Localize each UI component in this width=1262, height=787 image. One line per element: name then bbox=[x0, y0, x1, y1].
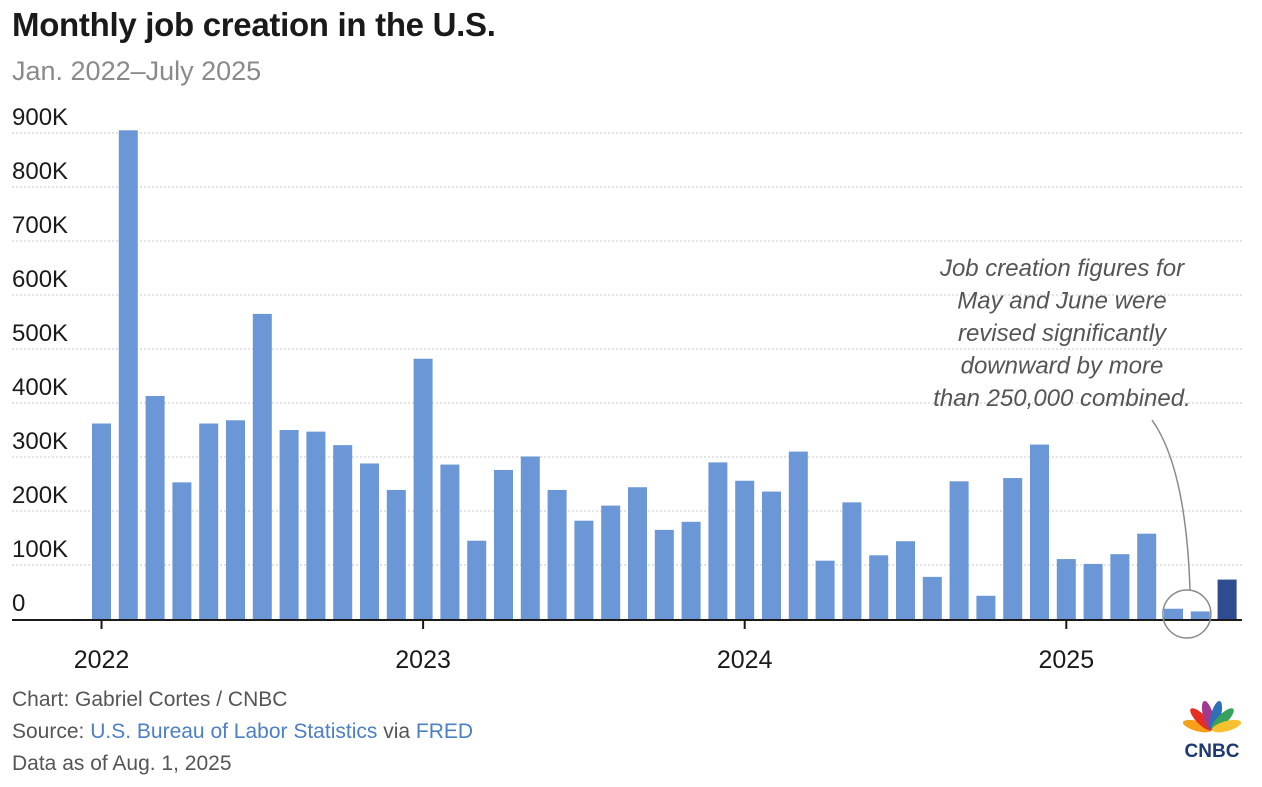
y-tick-label: 700K bbox=[12, 212, 68, 239]
source-via: via bbox=[377, 720, 416, 743]
annotation-leader-line bbox=[1151, 419, 1191, 591]
bar-2022-09 bbox=[306, 431, 326, 619]
data-date: Data as of Aug. 1, 2025 bbox=[12, 752, 232, 775]
y-tick-label: 300K bbox=[12, 428, 68, 455]
y-tick-label: 400K bbox=[12, 374, 68, 401]
bar-2024-12 bbox=[1030, 444, 1049, 619]
source-bls-link[interactable]: U.S. Bureau of Labor Statistics bbox=[90, 720, 378, 743]
cnbc-logo: CNBC bbox=[1182, 700, 1242, 760]
bar-2025-02 bbox=[1083, 563, 1103, 619]
bar-2025-05 bbox=[1164, 608, 1183, 619]
bar-2023-09 bbox=[628, 487, 647, 619]
bar-2022-01 bbox=[92, 423, 111, 619]
peacock-logo-icon bbox=[1182, 700, 1242, 733]
bar-2023-03 bbox=[467, 540, 487, 619]
bar-2025-03 bbox=[1110, 554, 1130, 619]
bar-2023-12 bbox=[708, 462, 728, 619]
bar-2025-07 bbox=[1217, 579, 1237, 619]
bar-2022-06 bbox=[226, 420, 245, 619]
annotation-line: downward by more bbox=[961, 353, 1164, 380]
bar-2022-02 bbox=[118, 130, 138, 620]
annotation-line: revised significantly bbox=[958, 320, 1168, 347]
annotation: Job creation figures for May and June wer… bbox=[933, 255, 1212, 639]
chart-footer: Chart: Gabriel Cortes / CNBC Source: U.S… bbox=[12, 684, 473, 780]
x-tick-label: 2022 bbox=[74, 646, 130, 674]
bar-2022-04 bbox=[172, 482, 192, 619]
annotation-line: Job creation figures for bbox=[939, 255, 1185, 282]
bar-2024-03 bbox=[788, 451, 808, 619]
annotation-circle bbox=[1162, 589, 1212, 639]
bar-2024-10 bbox=[976, 595, 996, 619]
bar-2024-01 bbox=[735, 480, 755, 619]
bar-chart: 0 100K 200K 300K 400K 500K 600K 700K 800K 900K 20… bbox=[12, 104, 1242, 674]
bar-2024-09 bbox=[949, 481, 969, 619]
bar-2023-07 bbox=[574, 520, 594, 619]
bar-2024-05 bbox=[842, 502, 862, 619]
bar-2023-02 bbox=[440, 464, 460, 619]
y-tick-label: 500K bbox=[12, 320, 68, 347]
logo-wordmark: CNBC bbox=[1185, 741, 1240, 760]
chart-credit: Chart: Gabriel Cortes / CNBC bbox=[12, 688, 288, 711]
y-tick-label: 0 bbox=[12, 590, 25, 617]
bar-2024-08 bbox=[922, 576, 942, 619]
x-tick-label: 2024 bbox=[717, 646, 773, 674]
y-axis-ticks: 0 100K 200K 300K 400K 500K 600K 700K 800K 900K bbox=[12, 104, 68, 617]
source-fred-link[interactable]: FRED bbox=[415, 720, 474, 743]
y-tick-label: 200K bbox=[12, 482, 68, 509]
bar-2024-02 bbox=[762, 491, 781, 619]
bar-2022-03 bbox=[145, 395, 165, 619]
bar-2024-06 bbox=[869, 555, 889, 619]
annotation-line: May and June were bbox=[957, 288, 1166, 315]
source-line: Source: U.S. Bureau of Labor Statistics … bbox=[12, 716, 473, 748]
bar-2024-04 bbox=[815, 560, 835, 619]
y-tick-label: 900K bbox=[12, 104, 68, 131]
bar-2022-11 bbox=[360, 463, 379, 619]
bar-2022-08 bbox=[279, 430, 299, 619]
y-tick-label: 800K bbox=[12, 158, 68, 185]
bar-2023-05 bbox=[520, 456, 540, 619]
bars bbox=[92, 130, 1237, 620]
x-tick-label: 2025 bbox=[1038, 646, 1094, 674]
chart-title: Monthly job creation in the U.S. bbox=[12, 6, 496, 43]
y-tick-label: 600K bbox=[12, 266, 68, 293]
x-axis: 2022 2023 2024 2025 bbox=[12, 619, 1242, 674]
bar-2023-04 bbox=[494, 469, 513, 619]
bar-2023-01 bbox=[413, 358, 433, 619]
source-prefix: Source: bbox=[12, 720, 91, 743]
bar-2024-11 bbox=[1003, 478, 1023, 619]
annotation-line: than 250,000 combined. bbox=[933, 385, 1191, 412]
bar-2022-07 bbox=[252, 313, 272, 619]
bar-2023-06 bbox=[547, 489, 567, 619]
bar-2025-01 bbox=[1056, 559, 1076, 619]
bar-2023-11 bbox=[681, 521, 701, 619]
bar-2022-05 bbox=[199, 423, 219, 619]
y-tick-label: 100K bbox=[12, 536, 68, 563]
gridlines bbox=[12, 132, 1242, 566]
bar-2023-10 bbox=[654, 529, 674, 619]
bar-2022-10 bbox=[333, 445, 353, 619]
bar-2025-04 bbox=[1137, 533, 1157, 619]
chart-subtitle: Jan. 2022–July 2025 bbox=[12, 56, 262, 86]
bar-2022-12 bbox=[386, 489, 406, 619]
x-tick-label: 2023 bbox=[395, 646, 451, 674]
bar-2024-07 bbox=[896, 541, 915, 619]
bar-2025-06 bbox=[1190, 611, 1210, 619]
bar-2023-08 bbox=[601, 505, 621, 619]
